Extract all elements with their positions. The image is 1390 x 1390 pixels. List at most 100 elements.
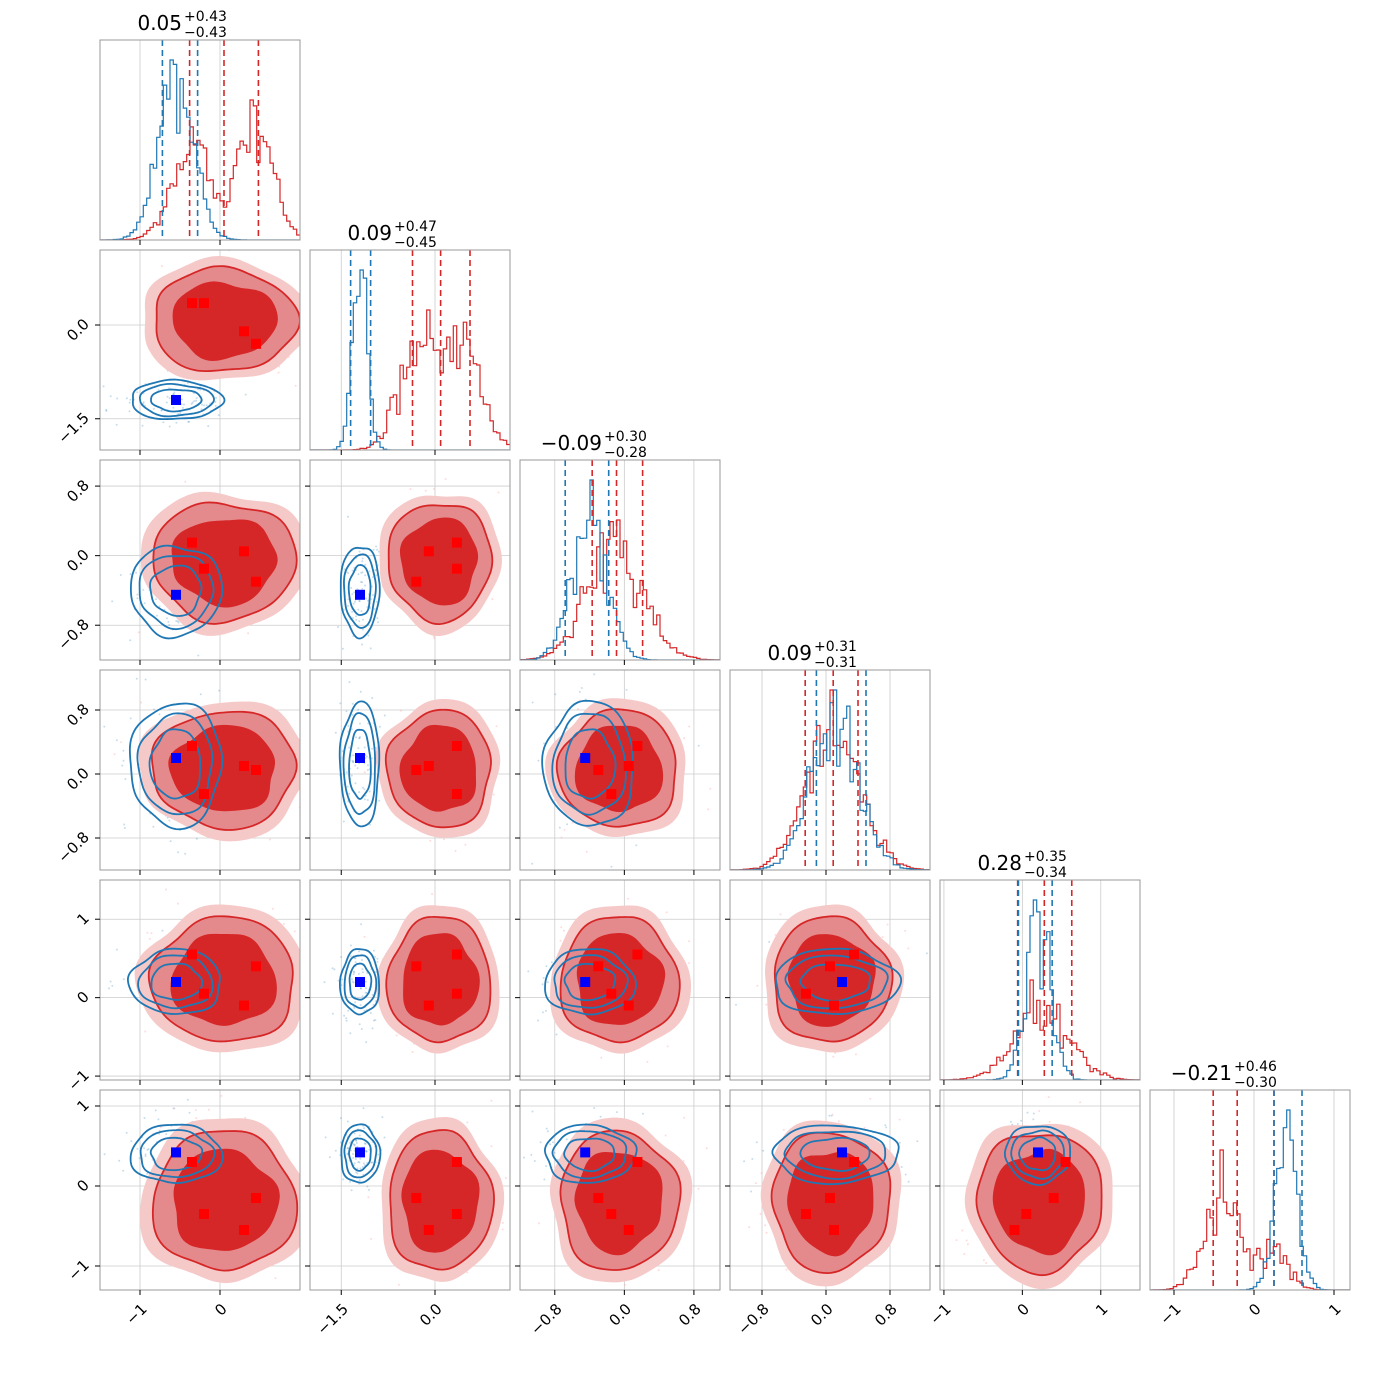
red-sample-point [161, 265, 163, 267]
blue-sample-point [111, 984, 114, 987]
axes-frame [309, 1089, 511, 1291]
blue-sample-point [362, 1162, 365, 1165]
blue-sample-point [177, 851, 180, 854]
red-mode-marker [199, 789, 209, 799]
blue-sample-point [1010, 1120, 1012, 1123]
blue-sample-point [354, 961, 357, 964]
blue-sample-point [358, 550, 361, 553]
red-mode-marker [1009, 1225, 1020, 1235]
x-tick-label: −0.8 [734, 1300, 772, 1338]
x-tick-label: 0.0 [605, 1300, 635, 1330]
blue-sample-point [165, 617, 168, 620]
red-sample-point [424, 489, 427, 492]
blue-sample-point [543, 1178, 546, 1181]
red-mode-marker [251, 576, 261, 587]
blue-sample-point [364, 1149, 367, 1152]
axes-frame [99, 669, 301, 871]
blue-sample-point [768, 940, 771, 943]
blue-sample-point [350, 1189, 353, 1192]
blue-sample-point [359, 722, 361, 725]
blue-sample-point [214, 401, 217, 403]
red-histogram [520, 519, 720, 660]
blue-sample-point [359, 1157, 362, 1160]
blue-sample-point [129, 717, 132, 720]
blue-contour [551, 1130, 628, 1180]
blue-sample-point [925, 952, 928, 955]
blue-sample-point [351, 713, 354, 716]
red-mode-marker [801, 1209, 811, 1219]
blue-sample-point [168, 425, 171, 428]
blue-contour [149, 1136, 204, 1172]
red-mode-marker [239, 326, 249, 337]
blue-truth-marker [171, 977, 181, 987]
red-sample-point [834, 1052, 837, 1054]
red-sample-point [1047, 1096, 1050, 1099]
red-histogram [1150, 1149, 1350, 1290]
blue-contour [799, 1136, 871, 1172]
blue-sample-point [173, 391, 176, 394]
blue-sample-point [200, 408, 203, 411]
red-sample-point [400, 709, 402, 712]
blue-sample-point [357, 1161, 360, 1164]
red-sample-point [466, 1271, 469, 1274]
red-sample-point [1038, 1110, 1041, 1112]
blue-sample-point [545, 1127, 548, 1130]
red-sample-point [760, 1172, 763, 1175]
blue-sample-point [365, 1150, 368, 1153]
blue-truth-marker [837, 977, 847, 987]
axes-frame [309, 879, 511, 1081]
blue-sample-point [152, 825, 155, 828]
blue-sample-point [359, 690, 362, 693]
panel-title-lower: −0.31 [814, 655, 857, 671]
blue-sample-point [158, 713, 161, 716]
blue-sample-point [360, 571, 363, 574]
red-mode-marker [1021, 1209, 1032, 1219]
pair-panel-3-0: −0.8 0.0 0.8 [54, 669, 301, 875]
blue-sample-point [207, 425, 210, 428]
panel-title-upper: +0.46 [1234, 1059, 1277, 1075]
blue-sample-point [172, 406, 175, 409]
blue-sample-point [328, 1156, 331, 1159]
blue-sample-point [351, 593, 354, 596]
red-mode-marker [623, 1000, 634, 1011]
blue-contour [338, 700, 381, 828]
panel-title: 0.28 [977, 851, 1022, 875]
blue-sample-point [161, 929, 164, 932]
blue-sample-point [349, 955, 352, 958]
blue-sample-point [383, 1136, 386, 1139]
axes-frame [309, 249, 511, 451]
blue-sample-point [340, 956, 343, 958]
blue-sample-point [368, 1188, 370, 1191]
blue-sample-point [347, 604, 349, 607]
blue-sample-point [118, 1159, 121, 1162]
red-sample-point [409, 488, 412, 491]
red-sample-point [863, 1126, 866, 1129]
blue-truth-marker [580, 1147, 591, 1158]
red-sample-point [490, 1145, 493, 1148]
blue-sample-point [350, 774, 353, 777]
x-tick-label: 0.0 [416, 1300, 446, 1330]
blue-contour [131, 378, 226, 421]
axes-frame [729, 879, 931, 1081]
blue-sample-point [108, 987, 110, 990]
blue-sample-point [593, 1107, 596, 1109]
red-sample-point [137, 631, 140, 634]
red-mode-marker [239, 1225, 249, 1235]
blue-sample-point [346, 1147, 349, 1150]
blue-sample-point [146, 1172, 149, 1175]
blue-sample-point [372, 548, 375, 551]
red-sample-point [869, 1097, 872, 1100]
y-tick-label: 0 [73, 988, 92, 1007]
red-sample-point [411, 1051, 414, 1053]
red-mode-marker [187, 741, 197, 751]
pair-panel-5-3: −0.8 0.0 0.8 [725, 1089, 931, 1339]
blue-sample-point [900, 1166, 903, 1168]
red-sample-point [585, 850, 588, 853]
red-sample-point [294, 384, 297, 387]
red-sample-point [657, 1269, 660, 1272]
blue-sample-point [552, 1141, 554, 1144]
blue-sample-point [183, 403, 185, 406]
blue-sample-point [331, 1012, 334, 1015]
blue-sample-point [359, 1167, 362, 1170]
